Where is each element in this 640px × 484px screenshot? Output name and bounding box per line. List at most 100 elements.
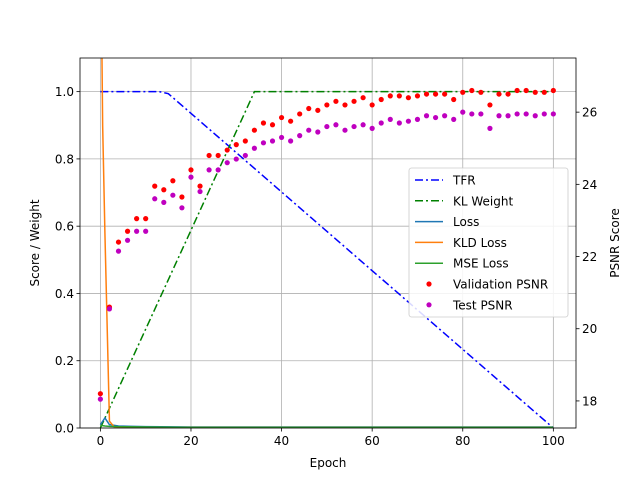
data-point <box>387 116 393 122</box>
series-line-tfr <box>100 90 554 428</box>
data-point <box>224 160 230 166</box>
data-point <box>242 138 248 144</box>
data-point <box>134 228 140 234</box>
data-point <box>215 152 221 159</box>
data-point <box>442 91 448 97</box>
legend-swatch <box>426 281 432 287</box>
legend-box <box>408 167 569 318</box>
y-left-tick-label: 0.6 <box>55 220 74 234</box>
data-point <box>143 228 149 234</box>
data-point <box>124 228 131 234</box>
data-point <box>405 118 412 124</box>
data-point <box>215 167 221 173</box>
data-point <box>106 306 113 312</box>
y-right-tick-label: 20 <box>582 322 597 336</box>
series-points-test-psnr <box>97 109 556 402</box>
x-tick-label: 20 <box>183 434 198 448</box>
data-point <box>369 102 375 108</box>
legend-label: KL Weight <box>453 194 513 208</box>
data-point <box>351 98 357 104</box>
data-point <box>206 152 212 159</box>
data-point <box>306 127 312 133</box>
data-point <box>523 87 529 94</box>
data-point <box>505 91 511 97</box>
data-point <box>251 127 257 133</box>
legend-label: MSE Loss <box>453 257 509 271</box>
legend-entry: KLD Loss <box>415 236 507 250</box>
data-point <box>124 237 131 243</box>
data-point <box>423 91 430 97</box>
data-point <box>423 113 430 119</box>
legend: TFR KL Weight Loss KLD Loss MSE Loss Validati… <box>408 167 569 318</box>
data-point <box>315 129 321 135</box>
data-point <box>451 116 457 122</box>
data-point <box>260 140 267 146</box>
legend-label: Validation PSNR <box>453 278 548 292</box>
y-left-tick-label: 1.0 <box>55 85 74 99</box>
legend-entry: Validation PSNR <box>426 278 548 292</box>
data-point <box>378 96 384 103</box>
data-point <box>550 111 556 117</box>
data-point <box>251 145 257 151</box>
data-point <box>197 188 203 195</box>
data-point <box>188 174 194 180</box>
data-point <box>442 113 448 119</box>
data-point <box>152 196 158 202</box>
data-point <box>396 93 402 99</box>
data-point <box>242 152 248 159</box>
data-point <box>134 216 140 222</box>
data-point <box>188 167 194 173</box>
legend-entry: Loss <box>415 215 479 229</box>
data-point <box>297 133 303 139</box>
data-point <box>541 111 547 117</box>
axes: 0 20 40 60 80 100 0.0 0.2 0.4 0.6 0.8 1.0 18 20 22 24 26… <box>28 57 622 470</box>
data-point <box>315 107 321 113</box>
x-axis-label: Epoch <box>310 456 347 470</box>
data-point <box>306 105 312 112</box>
y-left-tick-label: 0.2 <box>55 354 74 368</box>
data-point <box>278 114 285 121</box>
data-point <box>115 248 122 254</box>
data-point <box>478 111 484 117</box>
data-point <box>460 109 466 115</box>
data-point <box>360 95 366 101</box>
y-right-tick-label: 22 <box>582 250 597 264</box>
data-point <box>487 102 493 108</box>
data-point <box>97 396 103 402</box>
series-points-validation-psnr <box>97 87 556 397</box>
data-point <box>532 113 538 119</box>
data-point <box>288 138 294 144</box>
legend-swatch <box>426 302 432 308</box>
data-point <box>152 183 158 189</box>
data-point <box>505 113 511 119</box>
data-point <box>405 95 412 101</box>
data-point <box>414 116 421 122</box>
data-point <box>342 127 348 133</box>
y-left-tick-label: 0.8 <box>55 152 74 166</box>
data-point <box>414 93 421 99</box>
data-point <box>224 147 230 153</box>
data-point <box>514 111 520 117</box>
x-tick-label: 100 <box>542 434 565 448</box>
legend-label: Loss <box>453 215 479 229</box>
data-point <box>333 122 339 128</box>
x-tick-label: 40 <box>274 434 289 448</box>
data-point <box>351 123 357 130</box>
data-point <box>260 120 267 126</box>
data-point <box>396 120 402 126</box>
data-point <box>432 114 439 121</box>
data-point <box>324 102 330 108</box>
data-point <box>432 91 439 97</box>
data-point <box>233 142 239 148</box>
data-point <box>460 89 466 95</box>
data-point <box>469 87 475 94</box>
series-line-mse-loss <box>100 424 554 428</box>
data-point <box>278 134 285 141</box>
data-point <box>161 187 167 193</box>
y-left-tick-label: 0.4 <box>55 287 74 301</box>
series-line-kl-weight <box>99 90 554 428</box>
data-point <box>496 113 502 119</box>
data-point <box>269 138 276 144</box>
